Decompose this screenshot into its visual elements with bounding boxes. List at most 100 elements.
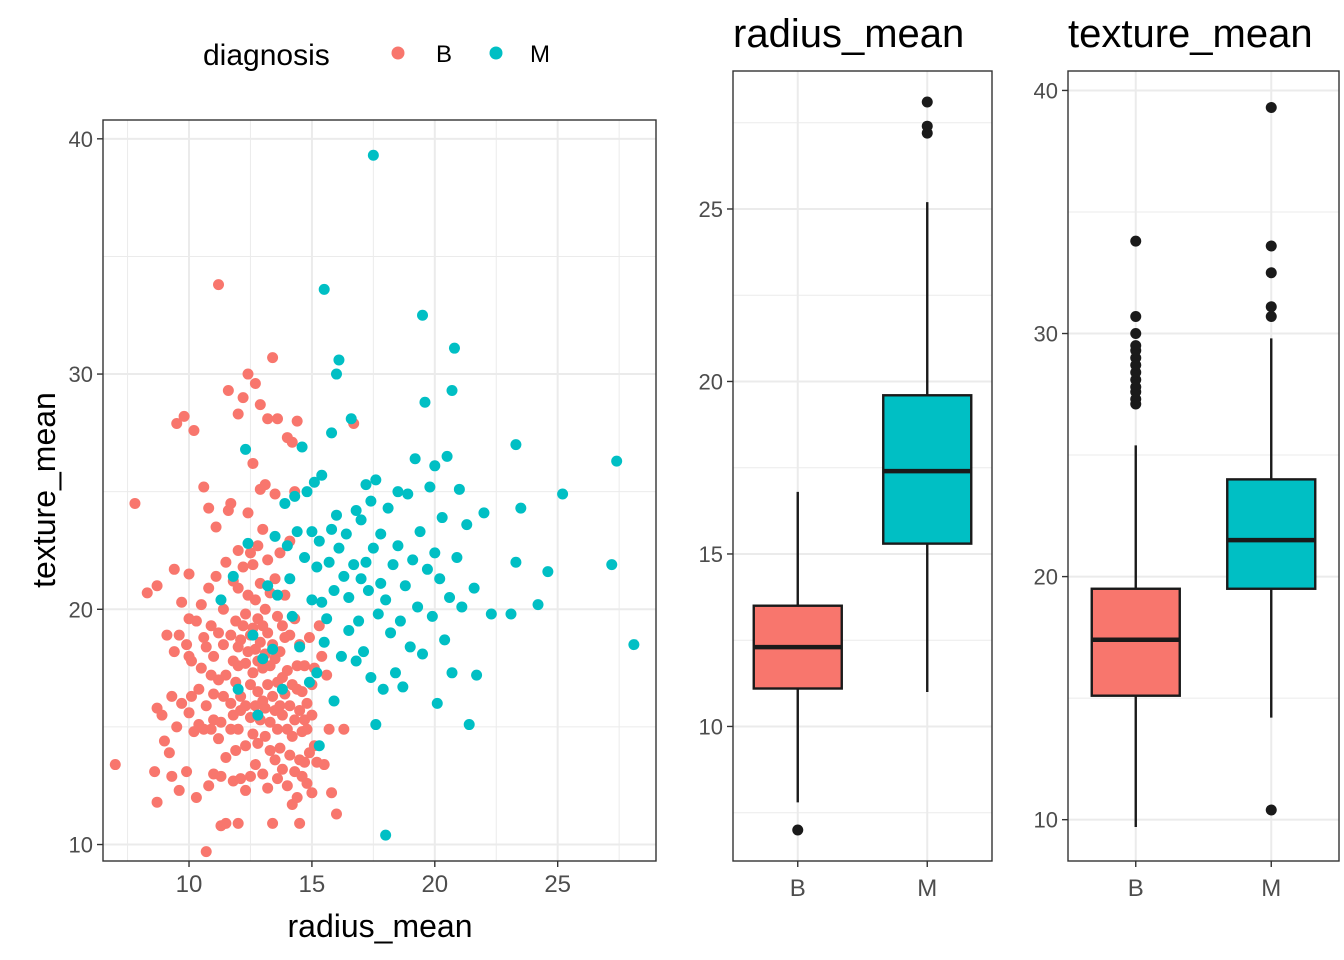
scatter-point-m — [434, 573, 446, 585]
scatter-point-b — [176, 697, 188, 709]
scatter-point-b — [289, 714, 301, 726]
scatter-point-b — [294, 817, 306, 829]
scatter-point-m — [360, 479, 372, 491]
scatter-point-b — [173, 629, 185, 641]
legend-key-b — [391, 46, 405, 60]
scatter-point-b — [286, 436, 298, 448]
scatter-point-b — [299, 660, 311, 672]
scatter-point-m — [326, 523, 338, 535]
scatter-point-b — [242, 507, 254, 519]
legend-title: diagnosis — [203, 39, 330, 72]
scatter-point-b — [225, 697, 237, 709]
scatter-point-b — [247, 728, 259, 740]
scatter-point-m — [367, 149, 379, 161]
scatter-point-m — [436, 512, 448, 524]
scatter-point-b — [237, 392, 249, 404]
scatter-point-b — [200, 700, 212, 712]
y-tick-label: 25 — [699, 197, 723, 222]
scatter-point-m — [611, 455, 623, 467]
x-tick-label: M — [917, 875, 937, 902]
scatter-point-b — [220, 751, 232, 763]
scatter-point-b — [254, 399, 266, 411]
scatter-point-m — [360, 556, 372, 568]
scatter-point-m — [372, 608, 384, 620]
scatter-point-m — [232, 683, 244, 695]
texture-boxplot-border — [1067, 70, 1340, 862]
scatter-point-m — [247, 629, 259, 641]
scatter-point-b — [215, 716, 227, 728]
scatter-point-m — [353, 615, 365, 627]
scatter-point-b — [235, 773, 247, 785]
y-tick-label: 20 — [699, 369, 723, 394]
scatter-point-m — [294, 641, 306, 653]
x-tick-label: 10 — [176, 871, 203, 898]
texture-boxplot-panel: texture_mean 10 20 30 40 B M — [1034, 12, 1340, 902]
scatter-point-b — [141, 587, 153, 599]
scatter-point-m — [412, 601, 424, 613]
scatter-point-b — [244, 770, 256, 782]
scatter-point-b — [252, 686, 264, 698]
scatter-point-b — [181, 639, 193, 651]
scatter-point-b — [232, 582, 244, 594]
scatter-point-b — [252, 737, 264, 749]
scatter-x-axis-title: radius_mean — [288, 908, 473, 944]
box-m — [1226, 478, 1317, 590]
scatter-point-b — [208, 688, 220, 700]
texture-boxplot-ticks: 10 20 30 40 B M — [1034, 78, 1282, 902]
scatter-point-b — [262, 782, 274, 794]
scatter-point-m — [289, 490, 301, 502]
scatter-point-b — [267, 817, 279, 829]
scatter-point-b — [173, 784, 185, 796]
scatter-point-m — [272, 589, 284, 601]
scatter-point-b — [244, 679, 256, 691]
scatter-point-m — [348, 559, 360, 571]
scatter-point-b — [217, 639, 229, 651]
scatter-point-m — [510, 439, 522, 451]
scatter-point-b — [291, 415, 303, 427]
y-tick-label: 10 — [69, 833, 93, 858]
scatter-point-b — [306, 787, 318, 799]
scatter-point-b — [240, 608, 252, 620]
scatter-point-m — [557, 488, 569, 500]
scatter-point-m — [355, 573, 367, 585]
x-tick-label: B — [1128, 875, 1144, 902]
scatter-grid — [103, 120, 656, 861]
y-tick-label: 30 — [69, 362, 93, 387]
scatter-point-b — [291, 791, 303, 803]
scatter-point-m — [532, 599, 544, 611]
scatter-point-b — [195, 599, 207, 611]
scatter-point-b — [330, 808, 342, 820]
scatter-point-b — [200, 641, 212, 653]
scatter-point-b — [240, 740, 252, 752]
scatter-point-m — [240, 443, 252, 455]
scatter-point-b — [301, 697, 313, 709]
scatter-point-b — [267, 352, 279, 364]
scatter-point-b — [161, 629, 173, 641]
scatter-point-b — [284, 629, 296, 641]
scatter-point-m — [389, 667, 401, 679]
scatter-point-b — [205, 723, 217, 735]
scatter-point-b — [269, 488, 281, 500]
scatter-point-m — [387, 559, 399, 571]
scatter-point-b — [171, 721, 183, 733]
scatter-point-b — [190, 791, 202, 803]
scatter-point-m — [328, 584, 340, 596]
scatter-point-m — [311, 561, 323, 573]
scatter-point-m — [330, 509, 342, 521]
y-tick-label: 20 — [1034, 565, 1058, 590]
scatter-point-m — [301, 486, 313, 498]
scatter-point-m — [328, 695, 340, 707]
scatter-point-b — [198, 481, 210, 493]
scatter-point-b — [272, 413, 284, 425]
scatter-panel-border — [102, 119, 657, 862]
scatter-point-b — [230, 744, 242, 756]
scatter-point-b — [232, 544, 244, 556]
scatter-point-m — [380, 829, 392, 841]
scatter-point-b — [193, 683, 205, 695]
y-tick-label: 30 — [1034, 322, 1058, 347]
radius-boxplot-title: radius_mean — [733, 12, 964, 56]
scatter-point-m — [306, 526, 318, 538]
legend-key-m — [489, 46, 503, 60]
scatter-point-b — [262, 627, 274, 639]
